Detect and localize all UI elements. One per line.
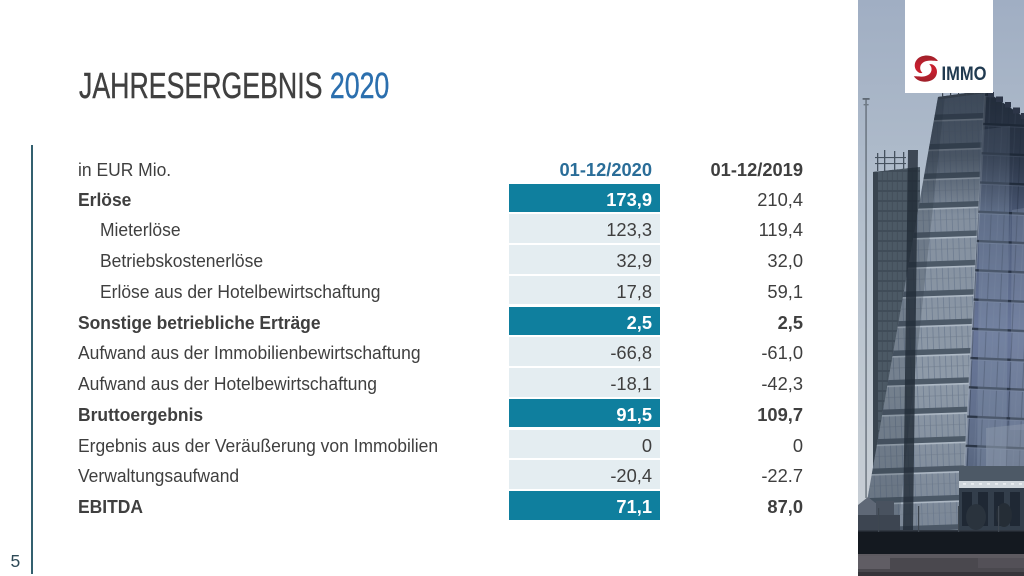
svg-text:IMMO: IMMO: [942, 63, 987, 85]
